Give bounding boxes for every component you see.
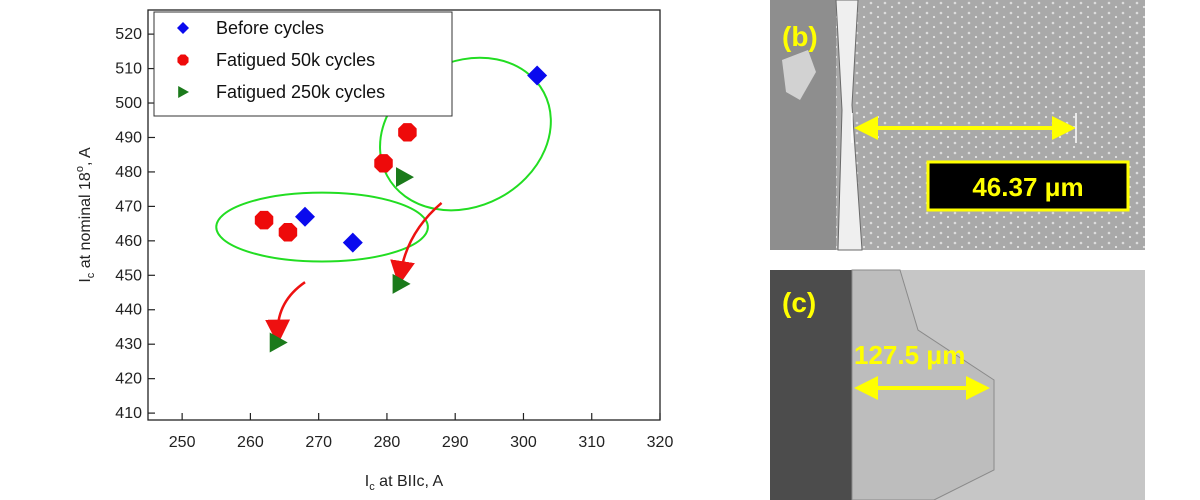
data-point-triangle-right [269,332,288,353]
scatter-chart: 250 260 270 280 290 300 310 320 410 420 430 440 450… [74,9,674,493]
y-tick-label: 410 [115,405,142,422]
x-tick-label: 250 [169,434,196,451]
x-tick-label: 300 [510,434,537,451]
y-axis-title-sup: o [74,166,86,172]
data-point-octagon [254,210,274,230]
data-point-diamond [295,206,316,227]
x-tick-label: 280 [374,434,401,451]
legend-marker [177,22,189,34]
data-point-diamond [527,65,548,86]
panel-c-scale-text: 127.5 μm [854,340,965,370]
panel-b-dark-edge [770,0,836,250]
data-point-octagon [374,154,393,173]
panel-b-debris [782,50,816,100]
x-tick-label: 310 [578,434,605,451]
y-tick-label: 420 [115,371,142,388]
y-axis-title: Ic at nominal 18o, A [74,147,97,283]
data-point-triangle-right [392,273,411,294]
x-axis-title-main: I [365,473,369,490]
y-tick-label: 490 [115,129,142,146]
y-tick-label: 510 [115,61,142,78]
panel-c-dark-edge [770,270,852,500]
y-tick-label: 470 [115,198,142,215]
panel-b-scale-text: 46.37 μm [972,172,1083,202]
x-axis-title: Ic at BIIc, A [365,473,444,493]
x-axis-title-rest: at BIIc, A [375,473,444,490]
panel-b-micrograph: (b) 46.37 μm [770,0,1145,251]
y-axis-title-rest: , A [77,147,94,166]
panel-c-label: (c) [782,287,816,318]
y-tick-label: 460 [115,233,142,250]
y-axis-title-mid: at nominal 18 [77,172,94,273]
y-tick-label: 480 [115,164,142,181]
legend-label: Fatigued 250k cycles [216,82,385,102]
axis-ticks [148,33,661,420]
legend-label: Before cycles [216,18,324,38]
y-tick-label: 520 [115,26,142,43]
x-tick-labels: 250 260 270 280 290 300 310 320 [169,434,674,451]
x-tick-label: 290 [442,434,469,451]
group-ellipse [215,191,429,263]
x-axis-title-sub: c [369,481,375,493]
x-tick-label: 320 [647,434,674,451]
panel-b-label: (b) [782,21,818,52]
shift-arrow [265,281,306,345]
y-tick-label: 450 [115,267,142,284]
x-tick-label: 270 [305,434,332,451]
data-point-octagon [398,123,417,142]
y-tick-label: 500 [115,95,142,112]
y-tick-label: 440 [115,302,142,319]
legend-marker [178,86,189,98]
legend: Before cycles Fatigued 50k cycles Fatigued… [153,11,453,117]
panel-b-scale-box [926,160,1130,212]
shift-arrow [390,201,443,286]
data-points [254,65,548,353]
y-axis-title-sub: c [85,272,97,278]
legend-box [153,11,453,117]
panel-b-crack-band [835,0,863,251]
panel-c-micrograph: (c) 127.5 μm [770,269,1145,500]
data-point-triangle-right [396,167,414,188]
legend-label: Fatigued 50k cycles [216,50,375,70]
y-axis-title-main: I [77,278,94,282]
y-tick-label: 430 [115,336,142,353]
x-tick-label: 260 [237,434,264,451]
plot-frame [147,9,661,421]
data-point-diamond [342,232,363,253]
legend-items: Before cycles Fatigued 50k cycles Fatigued… [177,18,385,102]
legend-marker [177,54,189,66]
y-tick-labels: 410 420 430 440 450 460 470 480 490 500 510 520 [115,26,142,422]
data-point-octagon [278,222,298,242]
